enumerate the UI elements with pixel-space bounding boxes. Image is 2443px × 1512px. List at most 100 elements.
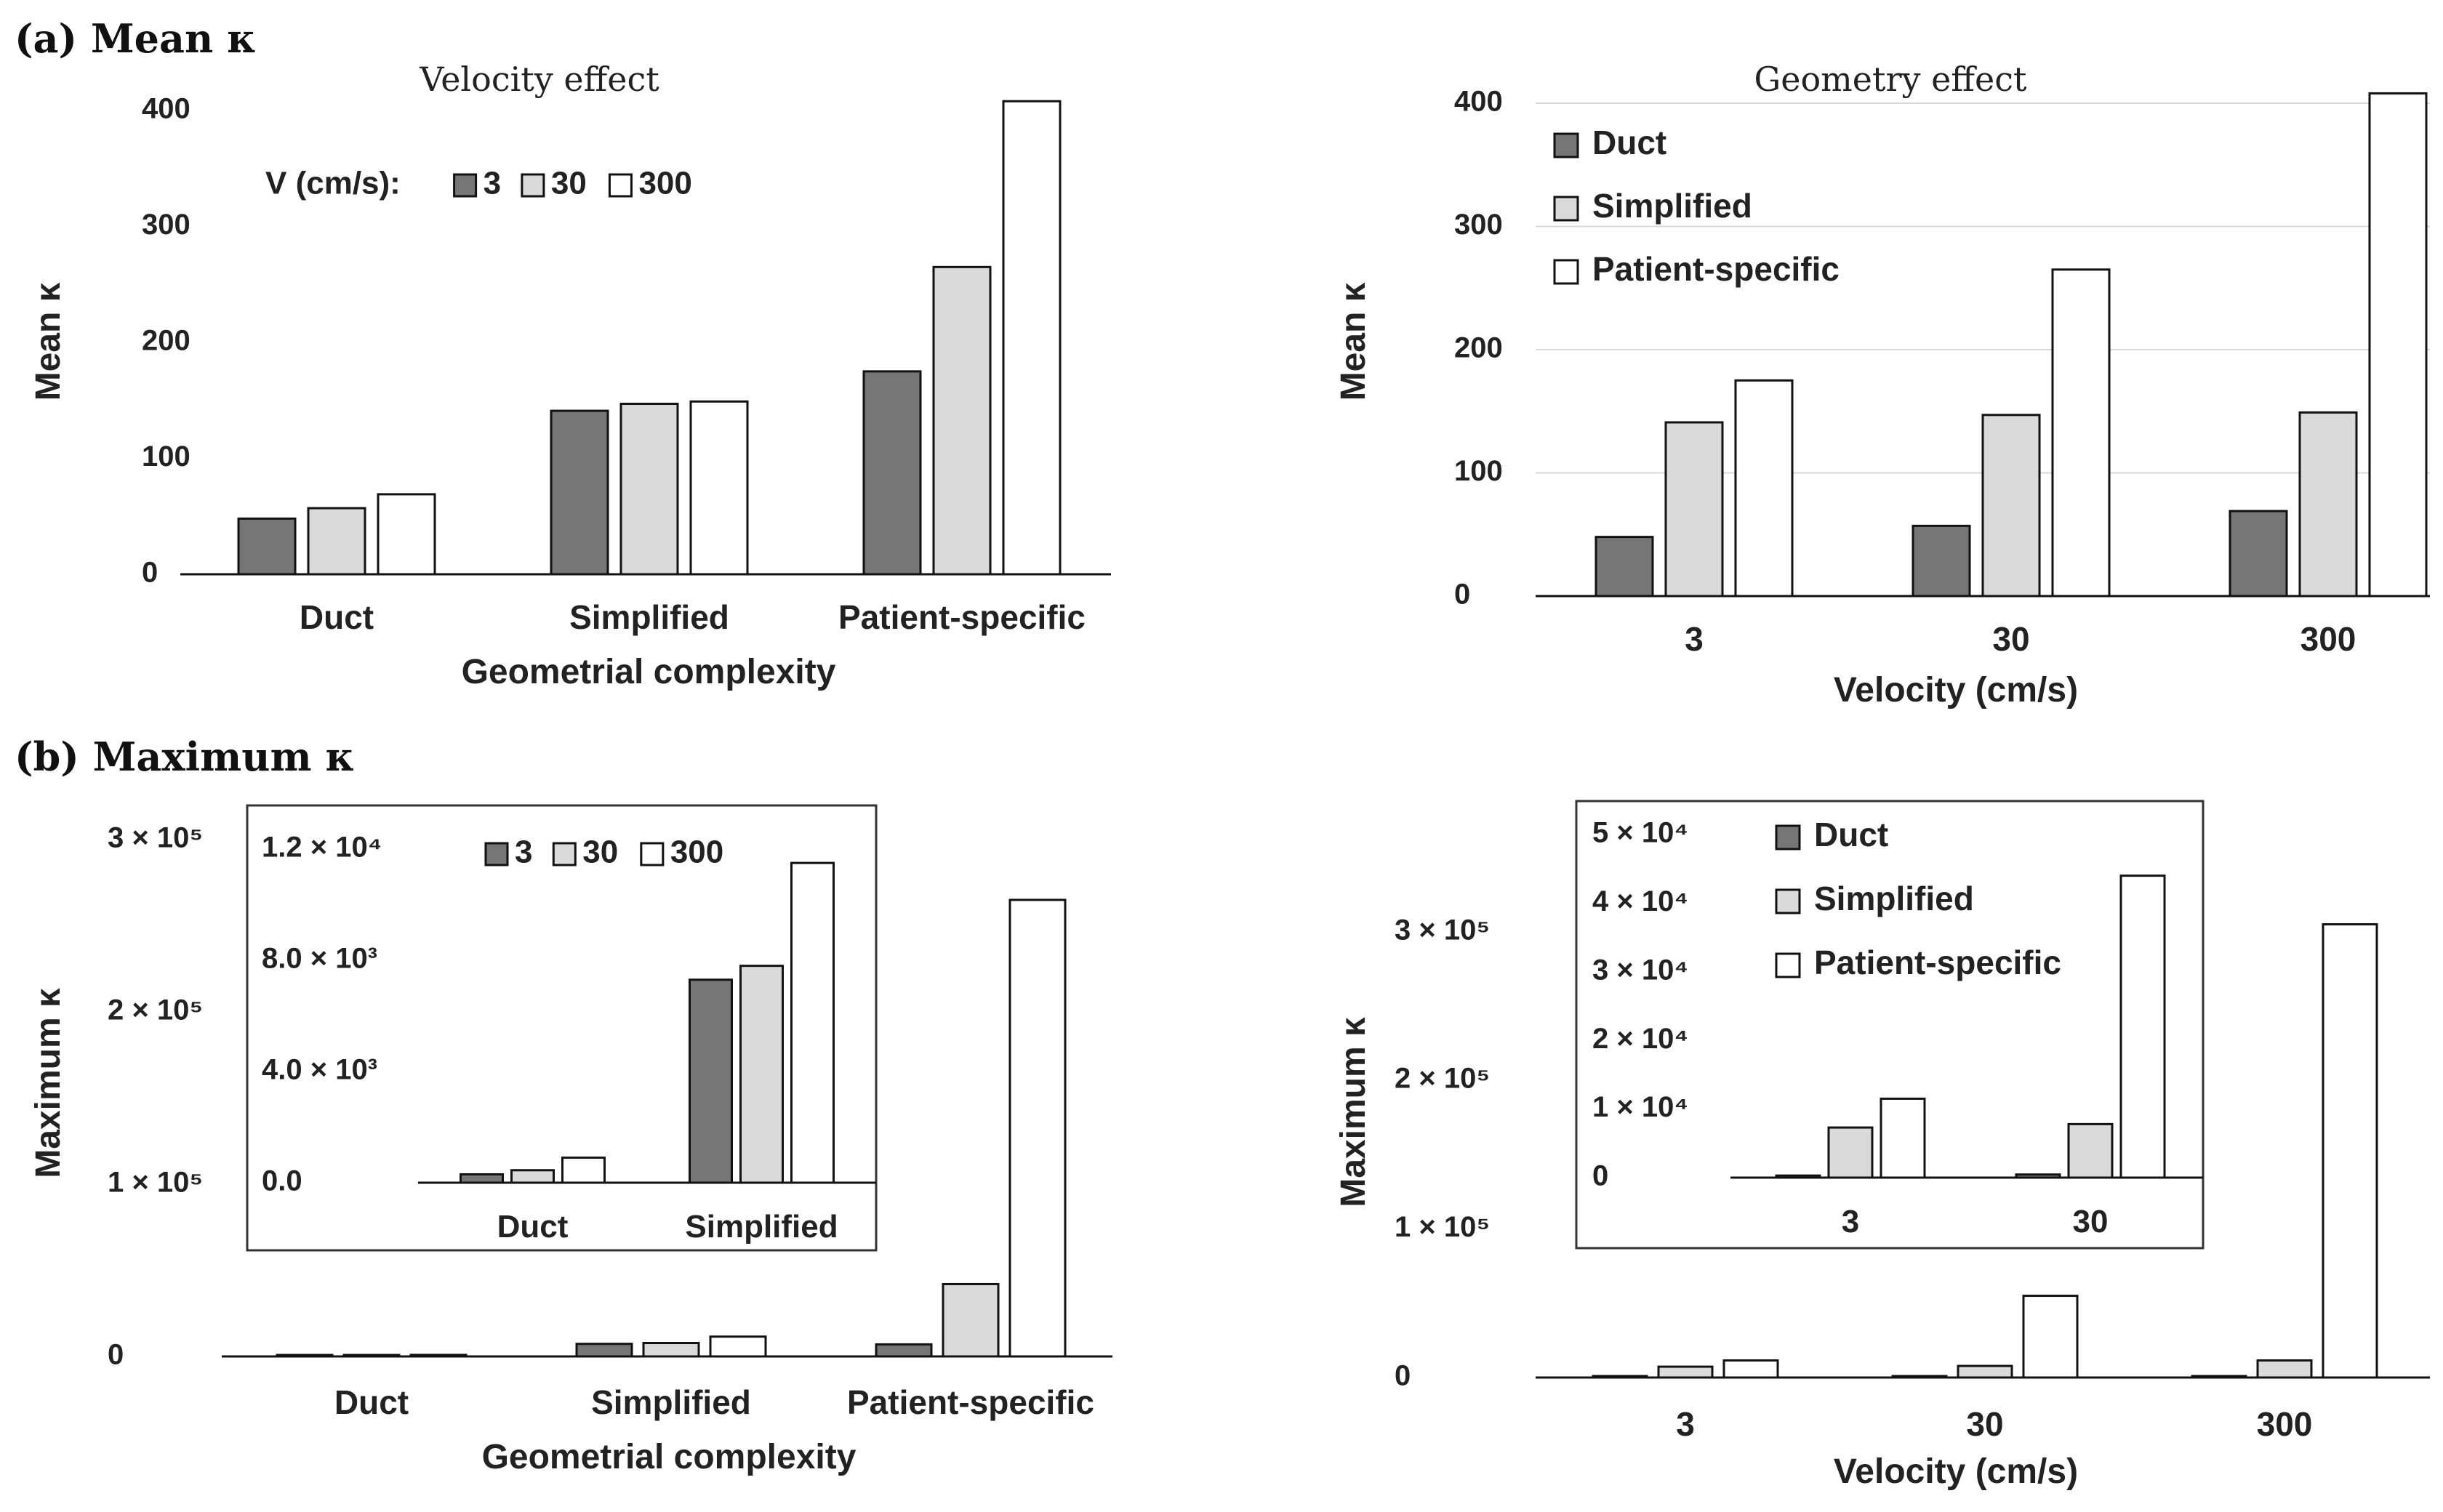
b_right-inset-ytick-0: 0	[1592, 1160, 1608, 1192]
a_left-bar-patient-specific-30	[932, 265, 992, 576]
b_left-inset-legend-swatch-3	[484, 842, 509, 866]
a_left-bar-simplified-3	[550, 409, 609, 576]
b_left-category-label: Simplified	[591, 1383, 751, 1421]
b_left-inset-category-label: Duct	[497, 1209, 569, 1244]
a_right-legend-swatch-patient-specific	[1553, 259, 1579, 285]
a_left-ytick-2: 200	[142, 325, 190, 357]
b_right-inset-legend-swatch-patient-specific	[1775, 952, 1801, 978]
a_right-bar-30-patient-specific	[2051, 268, 2111, 598]
b_left-inset-bar-duct-30	[510, 1169, 555, 1184]
a_left-category-label: Duct	[300, 598, 374, 636]
b_left-ytick-1: 1 × 10⁵	[108, 1167, 203, 1199]
b_right-category-label: 3	[1676, 1405, 1695, 1443]
a_left-bar-duct-30	[307, 507, 366, 576]
a_left-bar-simplified-30	[619, 403, 679, 576]
a_left-legend-swatch-300	[608, 173, 633, 198]
a_left-legend-swatch-30	[521, 173, 545, 198]
a_left-bar-simplified-300	[689, 400, 749, 576]
b_left-ytick-2: 2 × 10⁵	[108, 994, 203, 1026]
chart-a_right: 0 100 200 300 400 3 30 300 Velocity (cm/s) Mean κ…	[1334, 60, 2430, 709]
a_right-bar-3-simplified	[1664, 421, 1724, 598]
b_left-bar-simplified-30	[642, 1342, 700, 1358]
b_right-inset-ytick-3: 3 × 10⁴	[1592, 954, 1688, 986]
b_left-inset-ytick-0: 0.0	[262, 1165, 302, 1197]
b_right-ytick-0: 0	[1395, 1360, 1411, 1392]
b_left-category-label: Duct	[334, 1383, 409, 1421]
b_left-inset-bar-simplified-3	[689, 978, 733, 1184]
a_left-legend-label-300: 300	[638, 166, 691, 201]
b_left-bar-simplified-3	[575, 1343, 633, 1358]
b_right-bar-30-simplified	[1957, 1364, 2013, 1379]
a_right-ytick-3: 300	[1454, 209, 1503, 241]
b_right-inset-bar-3-patient-specific	[1880, 1097, 1926, 1179]
a_left-y-axis-title: Mean κ	[29, 282, 68, 401]
a_left-legend-label-3: 3	[484, 166, 501, 201]
b_right-bar-300-patient-specific	[2322, 923, 2378, 1379]
b_left-inset-ytick-2: 8.0 × 10³	[262, 943, 377, 975]
b_left-bar-simplified-300	[709, 1335, 767, 1358]
b_right-inset-ytick-4: 4 × 10⁴	[1592, 885, 1688, 917]
chart-b_left: 0 1 × 10⁵ 2 × 10⁵ 3 × 10⁵ Duct Simplified Pati…	[29, 804, 1112, 1476]
b_right-category-label: 30	[1966, 1405, 2003, 1443]
b_left-inset-bar-simplified-30	[739, 965, 784, 1184]
a_right-ytick-4: 400	[1454, 86, 1503, 118]
b_right-inset-category-label: 3	[1842, 1204, 1859, 1239]
a_right-bar-30-simplified	[1981, 414, 2041, 598]
a_right-legend-label-patient-specific: Patient-specific	[1592, 250, 1840, 288]
b_right-y-axis-title: Maximum κ	[1334, 1017, 1373, 1207]
a_right-bar-300-patient-specific	[2368, 92, 2428, 598]
b_right-inset-bar-30-simplified	[2067, 1122, 2114, 1179]
a_left-bar-patient-specific-3	[862, 370, 922, 576]
b_left-ytick-0: 0	[108, 1339, 124, 1371]
a_left-category-label: Patient-specific	[838, 598, 1086, 636]
a_left-category-label: Simplified	[569, 598, 729, 636]
a_right-category-label: 3	[1685, 620, 1704, 658]
b_right-inset-bar-3-simplified	[1827, 1126, 1874, 1179]
a_right-x-axis-title: Velocity (cm/s)	[1834, 671, 2078, 709]
b_right-inset-legend-swatch-duct	[1775, 824, 1801, 850]
b_left-inset-legend-label-30: 30	[582, 835, 618, 870]
b_left-ytick-3: 3 × 10⁵	[108, 822, 203, 854]
b_right-ytick-1: 1 × 10⁵	[1395, 1211, 1490, 1243]
b_right-inset-ytick-1: 1 × 10⁴	[1592, 1091, 1688, 1123]
b_right-ytick-2: 2 × 10⁵	[1395, 1063, 1490, 1095]
a_left-ytick-3: 300	[142, 209, 190, 241]
b_left-inset-legend-label-300: 300	[670, 835, 723, 870]
a_left-title: Velocity effect	[419, 60, 659, 99]
a_right-bar-300-simplified	[2298, 411, 2358, 598]
a_left-ytick-0: 0	[142, 557, 158, 589]
a_right-ytick-0: 0	[1454, 579, 1470, 611]
b_left-inset-legend-swatch-300	[640, 842, 665, 866]
b_right-inset-legend-label-patient-specific: Patient-specific	[1814, 944, 2061, 981]
a_right-legend-swatch-duct	[1553, 132, 1579, 158]
section-a-title: (a) Mean κ	[15, 15, 257, 62]
b_left-inset-legend-swatch-30	[552, 842, 577, 866]
a_right-bar-3-duct	[1594, 536, 1654, 598]
b_right-bar-300-simplified	[2256, 1359, 2313, 1379]
b_left-inset-frame	[246, 804, 878, 1252]
a_right-legend-label-duct: Duct	[1592, 124, 1666, 161]
b_left-inset-bar-duct-300	[561, 1157, 606, 1184]
a_left-bar-duct-300	[377, 493, 436, 576]
a_left-legend-label-30: 30	[551, 166, 587, 201]
b_right-inset-ytick-2: 2 × 10⁴	[1592, 1023, 1688, 1055]
b_right-inset-category-label: 30	[2073, 1204, 2109, 1239]
a_left-bar-duct-3	[237, 517, 297, 576]
a_left-legend-swatch-3	[453, 173, 478, 198]
a_right-category-label: 30	[1992, 620, 2029, 658]
b_right-bar-3-simplified	[1657, 1365, 1714, 1379]
a_right-ytick-2: 200	[1454, 332, 1503, 364]
a_left-legend-title: V (cm/s):	[265, 166, 401, 201]
a_right-y-axis-title: Mean κ	[1334, 282, 1373, 401]
a_left-ytick-4: 400	[142, 93, 190, 125]
b_right-ytick-3: 3 × 10⁵	[1395, 914, 1490, 946]
b_right-inset-legend-label-simplified: Simplified	[1814, 880, 1974, 917]
chart-a_left: 0 100 200 300 400 Duct Simplified Patient-speci…	[29, 60, 1111, 691]
b_left-bar-patient-specific-30	[942, 1282, 1000, 1358]
a_right-category-label: 300	[2300, 620, 2356, 658]
b_right-category-label: 300	[2257, 1405, 2313, 1443]
b_left-inset-ytick-1: 4.0 × 10³	[262, 1054, 377, 1086]
b_left-inset: 0.0 4.0 × 10³ 8.0 × 10³ 1.2 × 10⁴ Duct Simpli…	[246, 804, 878, 1252]
